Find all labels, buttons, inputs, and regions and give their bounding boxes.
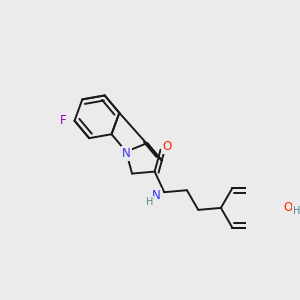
Text: H: H [146,197,153,207]
Text: H: H [293,206,300,216]
Text: O: O [162,140,172,153]
Text: N: N [122,147,130,160]
Text: N: N [152,189,161,202]
Text: O: O [283,201,292,214]
Text: F: F [60,114,67,127]
